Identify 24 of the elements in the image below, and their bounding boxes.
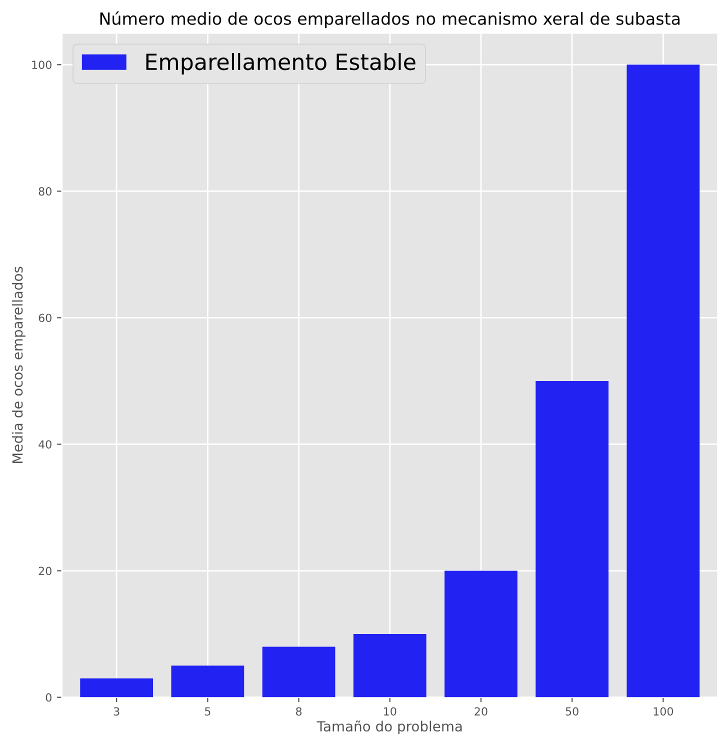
x-tick-label: 100: [654, 707, 674, 716]
x-axis-title: Tamaño do problema: [316, 720, 462, 734]
y-tick-label: 40: [38, 440, 52, 449]
bar: [444, 570, 518, 698]
x-tick-label: 20: [474, 707, 488, 716]
bar: [80, 678, 154, 698]
y-tick-label: 80: [38, 187, 52, 196]
x-tick-label: 3: [114, 707, 120, 716]
bar: [171, 666, 244, 698]
x-tick-label: 8: [296, 707, 302, 716]
bar: [353, 634, 426, 698]
y-tick-label: 0: [46, 693, 52, 702]
bar: [626, 64, 700, 698]
chart-title: Número medio de ocos emparellados no mecanismo xeral de subasta: [100, 11, 680, 28]
x-tick-label: 10: [384, 707, 396, 716]
y-tick-label: 60: [38, 314, 52, 322]
legend-label: Emparellamento Estable: [146, 53, 416, 75]
y-axis-title: Media de ocos emparellados: [12, 266, 26, 463]
bar: [536, 380, 609, 698]
y-tick-label: 20: [38, 566, 52, 576]
x-tick-label: 5: [205, 707, 210, 716]
y-tick-label: 100: [32, 60, 52, 70]
x-tick-label: 50: [566, 707, 578, 716]
bar: [262, 646, 336, 698]
